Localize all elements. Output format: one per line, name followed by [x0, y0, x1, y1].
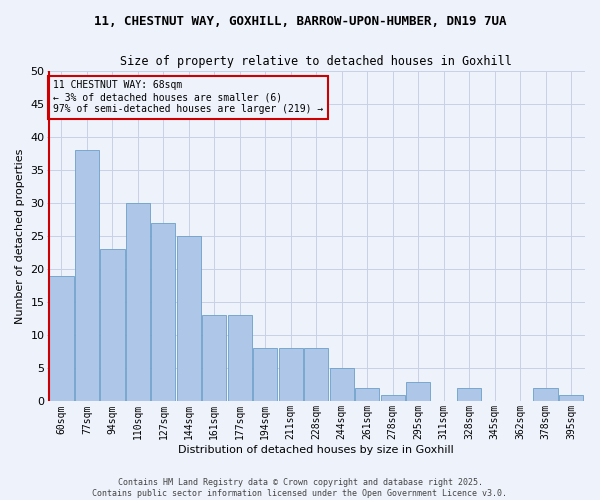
Bar: [304, 348, 328, 402]
Text: 11, CHESTNUT WAY, GOXHILL, BARROW-UPON-HUMBER, DN19 7UA: 11, CHESTNUT WAY, GOXHILL, BARROW-UPON-H…: [94, 15, 506, 28]
Title: Size of property relative to detached houses in Goxhill: Size of property relative to detached ho…: [120, 55, 512, 68]
Bar: [559, 395, 583, 402]
Bar: [355, 388, 379, 402]
Bar: [253, 348, 277, 402]
Bar: [151, 223, 175, 402]
Bar: [228, 316, 252, 402]
X-axis label: Distribution of detached houses by size in Goxhill: Distribution of detached houses by size …: [178, 445, 454, 455]
Bar: [533, 388, 557, 402]
Bar: [202, 316, 226, 402]
Bar: [380, 395, 405, 402]
Bar: [329, 368, 354, 402]
Bar: [49, 276, 74, 402]
Text: Contains HM Land Registry data © Crown copyright and database right 2025.
Contai: Contains HM Land Registry data © Crown c…: [92, 478, 508, 498]
Bar: [406, 382, 430, 402]
Bar: [278, 348, 303, 402]
Bar: [126, 203, 150, 402]
Y-axis label: Number of detached properties: Number of detached properties: [15, 148, 25, 324]
Bar: [177, 236, 201, 402]
Text: 11 CHESTNUT WAY: 68sqm
← 3% of detached houses are smaller (6)
97% of semi-detac: 11 CHESTNUT WAY: 68sqm ← 3% of detached …: [53, 80, 323, 114]
Bar: [75, 150, 99, 402]
Bar: [100, 249, 125, 402]
Bar: [457, 388, 481, 402]
